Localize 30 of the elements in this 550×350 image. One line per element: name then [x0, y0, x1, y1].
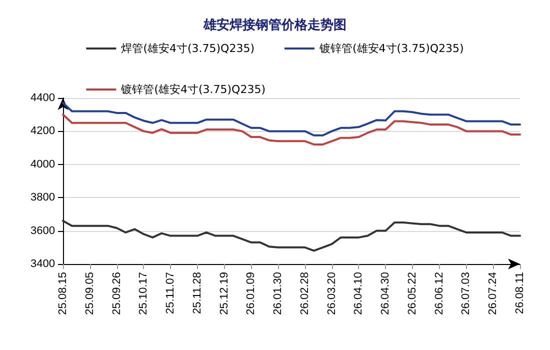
x-tick-label: 25.10.17 — [138, 272, 150, 315]
x-tick-label: 26.07.24 — [487, 272, 500, 315]
x-tick-label: 26.08.11 — [514, 272, 526, 314]
chart-title: 雄安焊接钢管价格走势图 — [202, 17, 346, 33]
x-tick-label: 26.04.10 — [352, 272, 365, 315]
x-tick-label: 26.01.09 — [245, 272, 258, 315]
y-tick-label: 3600 — [30, 224, 55, 237]
y-tick-label: 3800 — [30, 192, 55, 204]
x-tick-label: 26.05.22 — [406, 272, 418, 315]
y-tick-label: 4000 — [30, 158, 55, 170]
x-tick-label: 26.06.12 — [433, 272, 446, 315]
line-series — [62, 114, 521, 146]
y-tick-label: 4400 — [30, 92, 55, 104]
x-tick-label: 26.07.03 — [460, 272, 472, 315]
x-tick-label: 25.08.15 — [57, 272, 69, 315]
x-tick-label: 25.09.26 — [110, 272, 123, 315]
x-tick-label: 26.04.30 — [380, 272, 392, 315]
x-tick-label: 25.12.19 — [218, 272, 230, 315]
x-tick-label: 25.11.28 — [191, 272, 204, 314]
legend-label: 镀锌管(雄安4寸(3.75)Q235) — [318, 42, 464, 55]
y-tick-label: 3400 — [30, 258, 55, 270]
y-tick-label: 4200 — [30, 125, 55, 138]
x-tick-label: 26.01.30 — [272, 272, 284, 315]
line-series — [62, 220, 521, 252]
x-tick-label: 25.09.05 — [84, 272, 96, 315]
x-tick-label: 26.02.28 — [298, 272, 311, 315]
x-tick-label: 26.03.20 — [326, 272, 338, 315]
legend-label: 焊管(雄安4寸(3.75)Q235) — [121, 42, 254, 55]
legend-label: 镀锌管(雄安4寸(3.75)Q235) — [120, 83, 266, 96]
x-tick-label: 25.11.07 — [164, 272, 177, 314]
